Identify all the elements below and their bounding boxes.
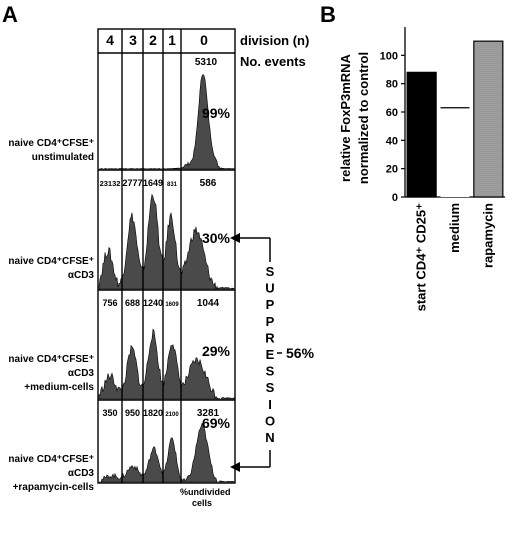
division-0-label: 0 [200,32,208,48]
events-header: No. events [240,54,306,69]
panel-b-letter: B [320,2,336,27]
panel-b-ylabel-line2: normalized to control [356,52,371,184]
percent-undivided: 69% [202,415,231,431]
bar-medium [440,107,470,197]
event-count: 350 [102,408,117,418]
panel-a-border [97,28,236,484]
footer-cells: cells [192,498,212,508]
suppression-letter: O [265,413,275,428]
histogram-row: 23132 2777 1649 831 586 30% [98,178,235,291]
suppression-letter: E [266,347,275,362]
bar-start [406,71,437,198]
row-label-line: +rapamycin-cells [13,482,95,493]
suppression-letter: S [266,364,275,379]
footer-undivided: %undivided [180,487,231,497]
division-header: 4 3 2 1 0 division (n) No. events [106,32,309,69]
row-label-line: αCD3 [68,270,95,281]
y-tick-label: 40 [386,135,398,147]
panel-a-frame [97,28,236,484]
event-count: 586 [200,178,217,189]
division-4-label: 4 [106,32,114,48]
event-count: 831 [167,182,178,188]
event-count: 1240 [143,298,163,308]
arrow-head-top [230,233,240,243]
event-count: 2100 [165,412,179,418]
percent-undivided: 29% [202,343,231,359]
suppression-letter: S [266,264,275,279]
row-label-line: naive CD4⁺CFSE⁺ [8,138,94,149]
suppression-letter: N [265,430,274,445]
panel-b-category-labels: start CD4⁺ CD25⁺ medium rapamycin [414,203,496,312]
event-count: 1649 [143,178,163,188]
histogram-row: 756 688 1240 1609 1044 29% [98,298,235,401]
event-count: 23132 [100,179,121,188]
histogram-row: 5310 99% [98,57,235,171]
suppression-letter: S [266,380,275,395]
suppression-letter: P [266,297,275,312]
division-n-header: division (n) [240,33,309,48]
histogram-area [98,73,235,170]
category-label: rapamycin [480,203,495,268]
y-tick-label: 0 [392,192,398,204]
y-tick-label: 20 [386,164,398,176]
arrow-head-bottom [230,462,240,472]
event-count: 1609 [165,302,179,308]
histogram-area [98,328,235,400]
suppression-letter: P [266,314,275,329]
division-2-label: 2 [149,32,157,48]
division-1-label: 1 [168,32,176,48]
histogram-area [98,193,235,291]
suppression-letter: R [265,330,275,345]
row-label-line: unstimulated [32,152,94,163]
suppression-label-bg [263,262,277,450]
event-count: 756 [102,298,117,308]
row-label-line: αCD3 [68,468,95,479]
event-count: 1820 [143,408,163,418]
event-count: 2777 [122,178,142,188]
event-count: 688 [125,298,140,308]
y-tick-label: 60 [386,107,398,119]
event-count: 3281 [197,408,220,419]
row-label-line: αCD3 [68,368,95,379]
row-label-line: naive CD4⁺CFSE⁺ [8,454,94,465]
y-tick-label: 100 [380,50,398,62]
row-labels: naive CD4⁺CFSE⁺ unstimulated naive CD4⁺CFS… [8,138,94,493]
category-label: medium [447,203,462,253]
suppression-letter: I [268,397,272,412]
event-count: 1044 [197,298,220,309]
suppression-letter: U [265,281,274,296]
row-label-line: +medium-cells [24,382,94,393]
category-label: start CD4⁺ CD25⁺ [414,203,429,312]
event-count: 950 [125,408,140,418]
panel-b-bars [406,40,504,198]
row-label-line: naive CD4⁺CFSE⁺ [8,256,94,267]
event-count: 5310 [195,57,218,68]
panel-b-ylabel-line1: relative FoxP3mRNA [338,53,353,181]
percent-undivided: 99% [202,105,231,121]
histogram-area [99,422,235,483]
suppression-value: 56% [286,345,315,361]
y-tick-label: 80 [386,79,398,91]
percent-undivided: 30% [202,230,231,246]
row-label-line: naive CD4⁺CFSE⁺ [8,354,94,365]
division-3-label: 3 [129,32,137,48]
panel-a-letter: A [2,2,18,27]
